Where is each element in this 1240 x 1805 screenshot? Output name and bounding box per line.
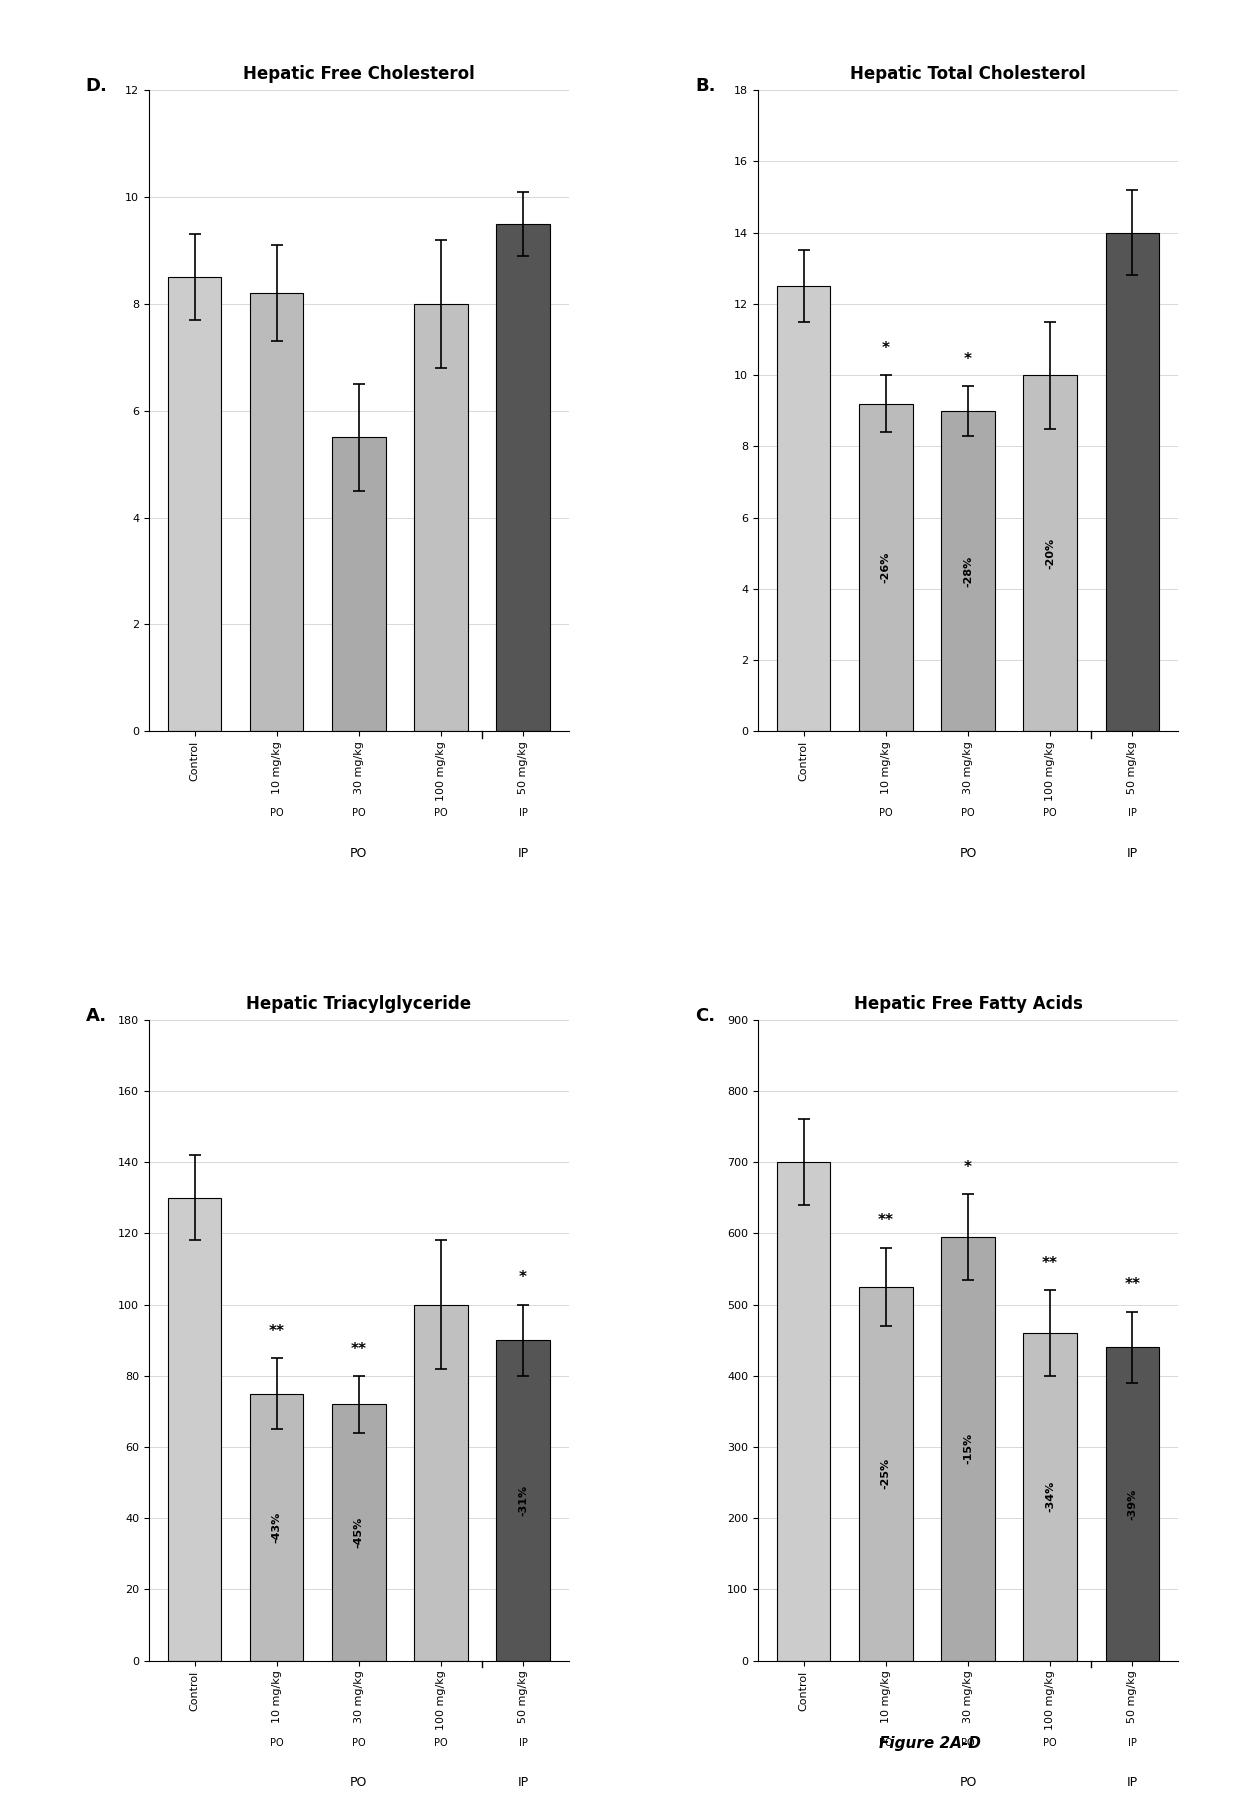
Title: Hepatic Total Cholesterol: Hepatic Total Cholesterol <box>851 65 1086 83</box>
Text: PO: PO <box>1043 1738 1056 1747</box>
Bar <box>777 287 831 731</box>
Text: **: ** <box>351 1341 367 1357</box>
Bar <box>167 278 221 731</box>
Text: IP: IP <box>1127 1738 1137 1747</box>
Text: **: ** <box>878 1213 894 1229</box>
Bar <box>332 1404 386 1661</box>
Text: -39%: -39% <box>1127 1489 1137 1520</box>
Text: IP: IP <box>518 809 527 818</box>
Bar <box>941 412 994 731</box>
Text: **: ** <box>1042 1256 1058 1271</box>
Text: PO: PO <box>434 1738 448 1747</box>
Text: PO: PO <box>434 809 448 818</box>
Text: -43%: -43% <box>272 1511 281 1543</box>
Title: Hepatic Free Cholesterol: Hepatic Free Cholesterol <box>243 65 475 83</box>
Text: IP: IP <box>517 847 528 859</box>
Text: PO: PO <box>960 1776 977 1789</box>
Text: B.: B. <box>694 78 715 96</box>
Text: PO: PO <box>350 1776 367 1789</box>
Bar <box>332 437 386 731</box>
Text: *: * <box>963 1161 972 1175</box>
Text: PO: PO <box>352 1738 366 1747</box>
Text: *: * <box>520 1271 527 1285</box>
Text: PO: PO <box>961 809 975 818</box>
Text: PO: PO <box>350 847 367 859</box>
Text: D.: D. <box>86 78 108 96</box>
Text: PO: PO <box>879 809 893 818</box>
Text: *: * <box>882 341 890 356</box>
Text: *: * <box>963 352 972 366</box>
Bar <box>496 224 549 731</box>
Title: Hepatic Free Fatty Acids: Hepatic Free Fatty Acids <box>853 995 1083 1013</box>
Text: PO: PO <box>961 1738 975 1747</box>
Bar <box>250 1393 304 1661</box>
Text: -31%: -31% <box>518 1486 528 1516</box>
Bar <box>167 1199 221 1661</box>
Bar <box>1106 233 1159 731</box>
Text: IP: IP <box>1127 847 1138 859</box>
Bar <box>414 1305 467 1661</box>
Text: C.: C. <box>694 1007 715 1025</box>
Text: IP: IP <box>1127 809 1137 818</box>
Bar <box>414 303 467 731</box>
Bar <box>859 1287 913 1661</box>
Text: PO: PO <box>1043 809 1056 818</box>
Title: Hepatic Triacylglyceride: Hepatic Triacylglyceride <box>247 995 471 1013</box>
Bar <box>496 1339 549 1661</box>
Text: -34%: -34% <box>1045 1482 1055 1513</box>
Bar <box>941 1236 994 1661</box>
Text: -28%: -28% <box>963 556 973 587</box>
Bar <box>777 1162 831 1661</box>
Text: -45%: -45% <box>353 1516 363 1549</box>
Bar <box>1106 1347 1159 1661</box>
Text: Figure 2A-D: Figure 2A-D <box>879 1736 981 1751</box>
Text: IP: IP <box>518 1738 527 1747</box>
Text: IP: IP <box>517 1776 528 1789</box>
Bar <box>1023 375 1076 731</box>
Text: A.: A. <box>86 1007 107 1025</box>
Text: -26%: -26% <box>880 552 890 583</box>
Bar <box>250 292 304 731</box>
Bar <box>1023 1334 1076 1661</box>
Text: PO: PO <box>352 809 366 818</box>
Text: PO: PO <box>270 1738 284 1747</box>
Text: PO: PO <box>879 1738 893 1747</box>
Text: IP: IP <box>1127 1776 1138 1789</box>
Text: **: ** <box>269 1323 285 1339</box>
Text: PO: PO <box>960 847 977 859</box>
Text: -15%: -15% <box>963 1433 973 1464</box>
Text: PO: PO <box>270 809 284 818</box>
Text: -25%: -25% <box>880 1458 890 1489</box>
Text: -20%: -20% <box>1045 538 1055 569</box>
Text: **: ** <box>1125 1278 1141 1292</box>
Bar <box>859 404 913 731</box>
